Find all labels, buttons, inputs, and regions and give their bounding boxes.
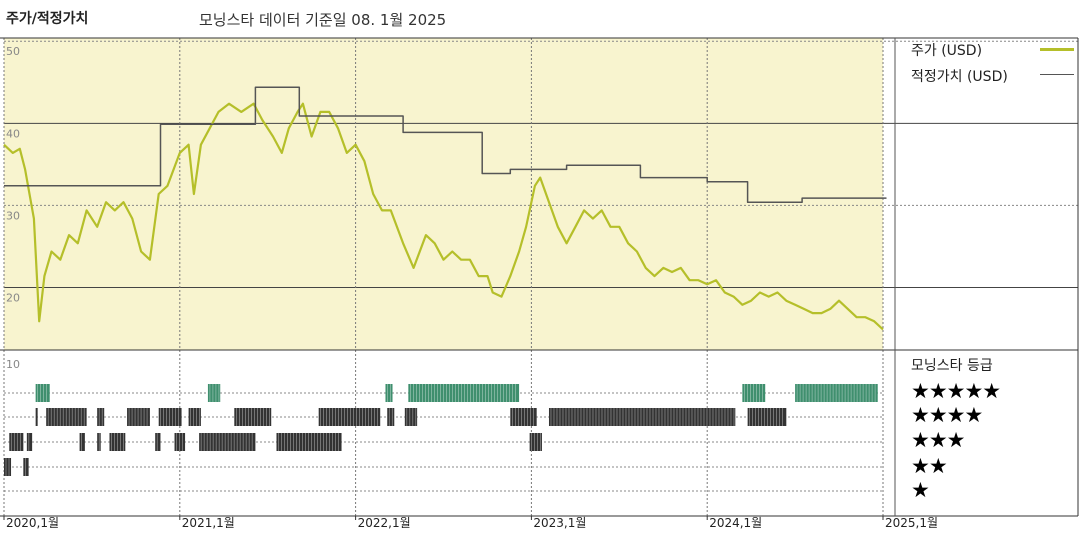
rating-bar-fill (158, 408, 182, 426)
rating-bar-fill (548, 408, 736, 426)
rating-bar-5star-4 (742, 384, 766, 402)
price-series-line (3, 102, 884, 331)
rating-bar-4star-10 (510, 408, 537, 426)
rating-bar-fill (35, 384, 50, 402)
rating-bar-fill (127, 408, 150, 426)
rating-bar-fill (207, 384, 221, 402)
chart-series-lines (3, 86, 887, 331)
rating-row-3-stars: ★★★ (911, 428, 965, 452)
rating-bar-3star-7 (199, 433, 256, 451)
legend-price-swatch (1040, 48, 1074, 51)
rating-bar-3star-3 (97, 433, 101, 451)
rating-bar-4star-5 (188, 408, 201, 426)
rating-bar-5star-0 (35, 384, 50, 402)
rating-bar-4star-7 (318, 408, 381, 426)
rating-bar-3star-8 (276, 433, 342, 451)
rating-row-4-stars: ★★★★ (911, 403, 983, 427)
legend-fair-value-label: 적정가치 (USD) (911, 69, 1008, 85)
rating-bar-fill (747, 408, 787, 426)
x-tick-label-0: 2020,1월 (6, 516, 59, 530)
y-tick-label-30: 30 (6, 209, 20, 222)
rating-bar-fill (510, 408, 537, 426)
rating-bar-4star-2 (97, 408, 105, 426)
rating-bar-3star-6 (174, 433, 186, 451)
rating-bar-5star-3 (408, 384, 520, 402)
rating-bar-fill (404, 408, 418, 426)
rating-bar-fill (23, 458, 29, 476)
rating-bar-fill (26, 433, 33, 451)
rating-bar-fill (188, 408, 201, 426)
x-tick-label-3: 2023,1월 (533, 516, 586, 530)
rating-axis-tick-label: 10 (6, 358, 20, 371)
rating-bar-fill (35, 408, 38, 426)
rating-row-2-stars: ★★ (911, 454, 948, 478)
rating-row-1-star: ★ (911, 478, 930, 502)
chart-subtitle: 모닝스타 데이터 기준일 08. 1월 2025 (199, 11, 447, 29)
rating-bar-fill (529, 433, 542, 451)
x-tick-label-2: 2022,1월 (358, 516, 411, 530)
rating-bar-fill (234, 408, 272, 426)
price-panel-background (4, 38, 883, 350)
rating-bar-2star-0 (4, 458, 12, 476)
rating-bar-4star-11 (548, 408, 736, 426)
rating-bar-5star-2 (385, 384, 393, 402)
rating-bar-4star-0 (35, 408, 38, 426)
rating-bar-4star-1 (46, 408, 87, 426)
x-tick-label-5: 2025,1월 (885, 516, 938, 530)
rating-bar-3star-2 (79, 433, 85, 451)
chart-frame (0, 37, 1079, 517)
chart-gridlines (3, 38, 1078, 516)
chart-background (4, 38, 883, 350)
rating-bar-3star-0 (9, 433, 24, 451)
y-tick-label-20: 20 (6, 292, 20, 305)
rating-bar-fill (318, 408, 381, 426)
rating-row-5-stars: ★★★★★ (911, 379, 1001, 403)
rating-bar-4star-4 (158, 408, 182, 426)
rating-bar-3star-5 (155, 433, 161, 451)
rating-bar-3star-1 (26, 433, 33, 451)
rating-panel-title: 모닝스타 등급 (911, 358, 993, 374)
rating-bar-fill (742, 384, 766, 402)
rating-bar-5star-5 (795, 384, 878, 402)
x-tick-label-1: 2021,1월 (182, 516, 235, 530)
rating-bar-4star-6 (234, 408, 272, 426)
rating-bar-2star-1 (23, 458, 29, 476)
rating-bar-fill (199, 433, 256, 451)
fair-value-series-line (4, 86, 887, 203)
rating-bar-fill (4, 458, 12, 476)
rating-bar-fill (276, 433, 342, 451)
rating-bar-fill (79, 433, 85, 451)
chart-tick-labels: 50 40 30 20 10 2020,1월 2021,1월 2022,1월 2023,1월 20… (3, 45, 938, 530)
rating-bar-4star-9 (404, 408, 418, 426)
rating-bar-5star-1 (207, 384, 221, 402)
rating-bar-4star-12 (747, 408, 787, 426)
rating-bar-3star-4 (109, 433, 126, 451)
y-tick-label-40: 40 (6, 127, 20, 140)
legend-fair-value-swatch (1040, 74, 1074, 75)
rating-bar-fill (385, 384, 393, 402)
legend-price-label: 주가 (USD) (911, 43, 983, 59)
rating-history-bars (4, 384, 878, 476)
rating-bar-3star-9 (529, 433, 542, 451)
rating-bar-fill (97, 408, 105, 426)
x-tick-label-4: 2024,1월 (709, 516, 762, 530)
rating-bar-4star-3 (127, 408, 150, 426)
chart-title: 주가/적정가치 (6, 11, 89, 27)
y-tick-label-50: 50 (6, 45, 20, 58)
rating-bar-fill (408, 384, 520, 402)
rating-bar-fill (387, 408, 395, 426)
rating-bar-fill (155, 433, 161, 451)
rating-bar-fill (795, 384, 878, 402)
rating-bar-fill (9, 433, 24, 451)
rating-bar-4star-8 (387, 408, 395, 426)
